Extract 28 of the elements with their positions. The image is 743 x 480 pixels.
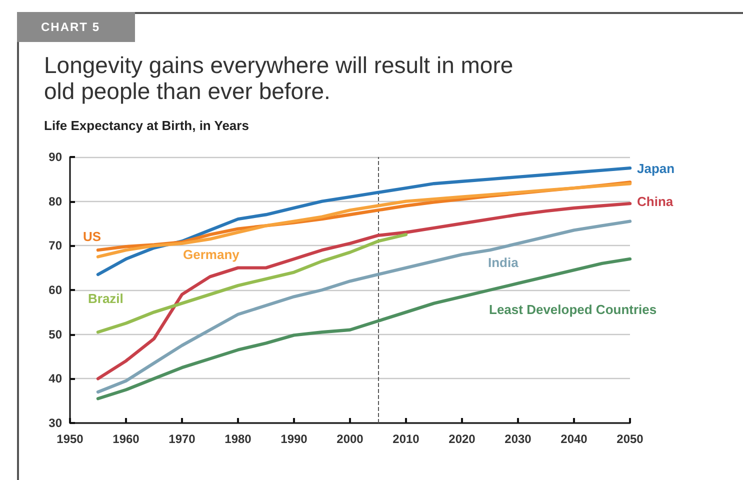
y-tick-label: 70 [48, 238, 62, 253]
chart-title: Longevity gains everywhere will result in more old people than ever before. [44, 52, 514, 104]
y-tick-label: 40 [48, 372, 62, 386]
caption: CHART 5 [17, 12, 135, 42]
series-label: Brazil [88, 291, 124, 306]
chart-subtitle: Life Expectancy at Birth, in Years [44, 118, 249, 133]
x-tick-label: 2030 [504, 432, 532, 446]
x-tick-label: 2000 [336, 432, 364, 446]
x-tick-label: 1970 [168, 432, 196, 446]
x-tick-label: 2020 [448, 432, 476, 446]
y-tick-label: 90 [48, 150, 62, 164]
y-tick-label: 50 [48, 327, 62, 342]
y-tick-label: 30 [48, 416, 62, 430]
x-tick-label: 2010 [392, 432, 420, 446]
y-tick-label: 60 [48, 283, 62, 297]
x-tick-label: 2040 [560, 432, 588, 446]
x-tick-label: 1990 [280, 432, 308, 446]
y-tick-label: 80 [48, 194, 62, 208]
x-tick-label: 2050 [616, 432, 644, 446]
x-tick-label: 1950 [56, 432, 84, 446]
series-label: Least Developed Countries [489, 302, 657, 317]
x-tick-label: 1960 [112, 432, 140, 446]
series-label: Germany [183, 247, 240, 262]
series-label: China [637, 194, 674, 209]
x-tick-label: 1980 [224, 432, 252, 446]
series-label: Japan [637, 161, 675, 176]
series-label: US [83, 229, 102, 244]
series-label: India [488, 255, 520, 270]
